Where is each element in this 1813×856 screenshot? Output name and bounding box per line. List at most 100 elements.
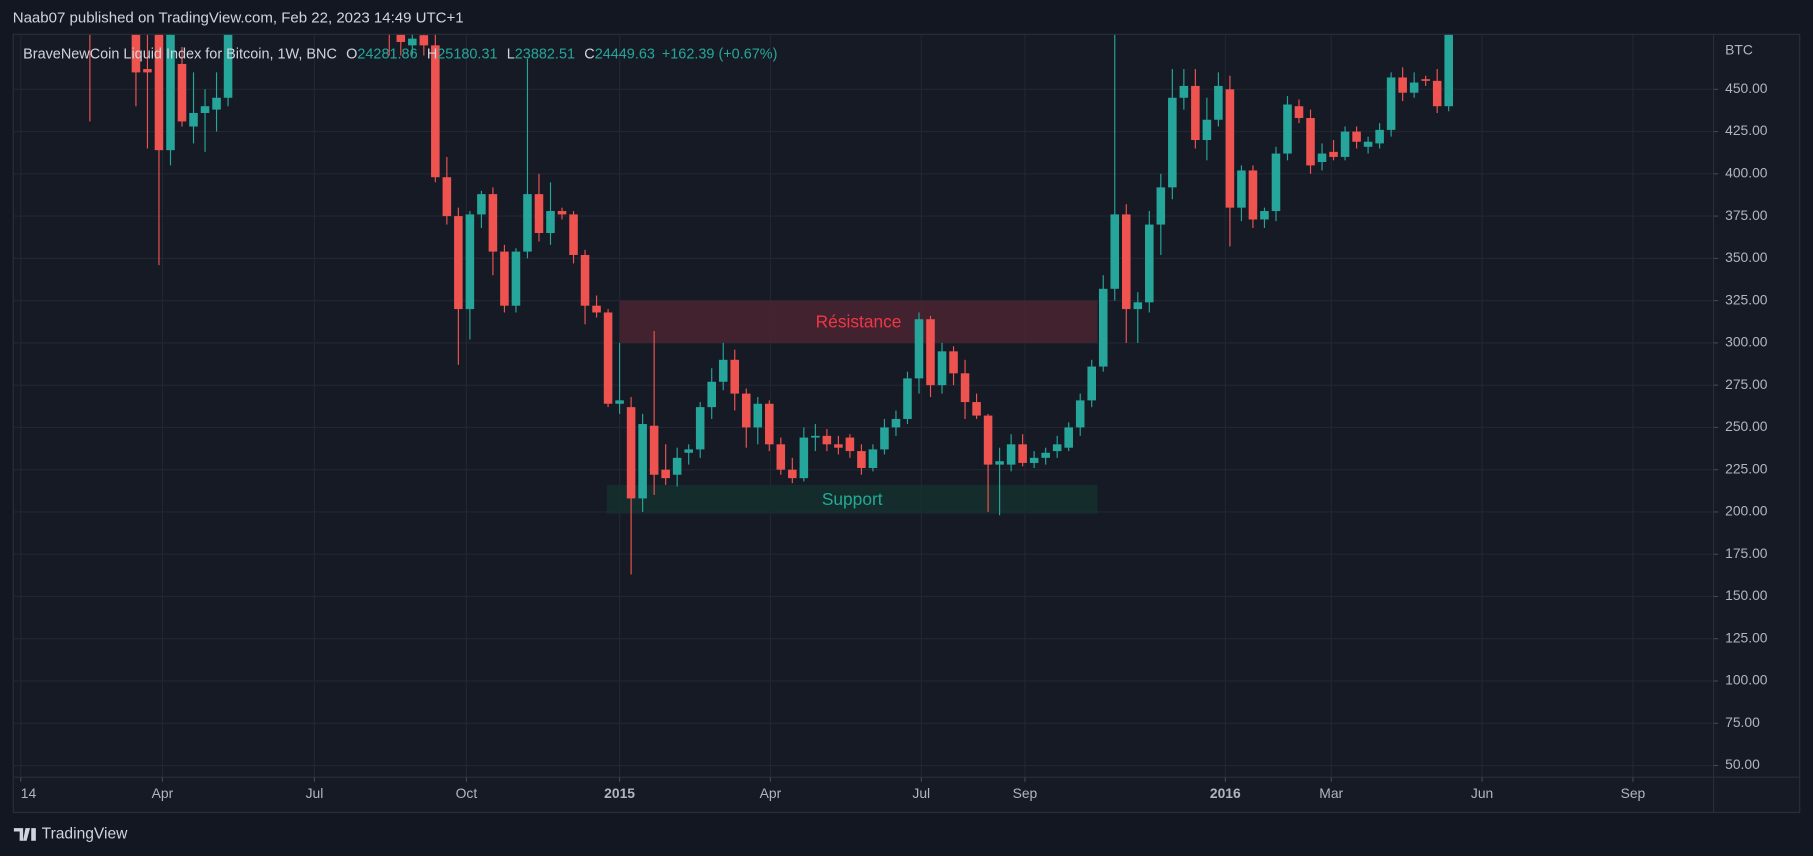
- x-tick-label: Sep: [1013, 785, 1038, 801]
- candle-body: [684, 449, 693, 453]
- ohlc-key: H: [427, 46, 437, 62]
- chart-frame: [12, 33, 1801, 814]
- candle-body: [1432, 80, 1442, 107]
- candle-body: [1340, 131, 1350, 157]
- y-tick-label: 150.00: [1725, 587, 1768, 603]
- candle-body: [1352, 131, 1361, 142]
- candle-body: [1248, 170, 1258, 220]
- candle-body: [1168, 97, 1177, 188]
- candle-body: [995, 461, 1004, 465]
- candle-body: [223, 34, 233, 98]
- ohlc-key: L: [507, 46, 515, 62]
- candle-body: [1087, 366, 1097, 401]
- candle-body: [949, 351, 958, 374]
- candle-body: [154, 34, 164, 151]
- ohlc-value: 23882.51: [515, 46, 575, 62]
- brand-name: TradingView: [42, 826, 129, 843]
- y-tick-label: 425.00: [1725, 122, 1768, 138]
- candle-body: [523, 194, 532, 252]
- candle-body: [891, 418, 901, 428]
- y-tick-label: 300.00: [1725, 334, 1768, 350]
- candle-body: [1064, 427, 1073, 448]
- candle-body: [937, 351, 947, 386]
- x-tick-label: Apr: [152, 785, 174, 801]
- candle-body: [592, 305, 601, 313]
- candle-body: [799, 437, 809, 479]
- candle-body: [1145, 224, 1154, 303]
- brand-logo: [13, 828, 36, 841]
- y-tick-label: 125.00: [1725, 629, 1768, 645]
- candle-body: [603, 312, 613, 404]
- candle-body: [1283, 104, 1292, 154]
- candle-body: [741, 393, 751, 428]
- candle-body: [557, 211, 567, 215]
- y-tick-label: 100.00: [1725, 672, 1768, 688]
- candle-body: [1375, 129, 1384, 144]
- candle-body: [661, 469, 670, 479]
- y-tick-label: 175.00: [1725, 545, 1768, 561]
- candle-body: [718, 359, 728, 382]
- candle-body: [776, 444, 786, 470]
- candle-body: [189, 112, 198, 127]
- change: +162.39 (+0.67%): [662, 46, 778, 62]
- candle-body: [638, 424, 647, 499]
- candle-body: [534, 194, 544, 234]
- x-tick-label: Jul: [306, 785, 324, 801]
- y-tick-label: 450.00: [1725, 80, 1768, 96]
- ohlc-value: 24281.86: [357, 46, 417, 62]
- candle-body: [166, 34, 175, 151]
- candle-body: [1018, 444, 1027, 463]
- y-tick-label: 50.00: [1725, 756, 1760, 772]
- candle-body: [834, 444, 843, 448]
- x-tick-label: Apr: [760, 785, 782, 801]
- y-tick-label: 375.00: [1725, 207, 1768, 223]
- candle-body: [396, 34, 406, 42]
- candle-body: [1156, 187, 1166, 225]
- candle-body: [511, 251, 521, 306]
- candle-body: [1398, 77, 1407, 93]
- candle-body: [1317, 153, 1327, 163]
- candle-body: [1225, 89, 1235, 208]
- candle-body: [1409, 82, 1419, 93]
- candle-body: [442, 177, 452, 217]
- ohlc-key: C: [584, 46, 594, 62]
- candle-body: [431, 45, 440, 178]
- candle-body: [1098, 288, 1108, 367]
- candle-body: [1041, 452, 1050, 458]
- x-tick-label: Jul: [912, 785, 930, 801]
- candle-body: [1110, 214, 1120, 289]
- candle-body: [408, 38, 417, 46]
- candle-body: [857, 451, 866, 468]
- publish-info: Naab07 published on TradingView.com, Feb…: [13, 10, 464, 27]
- y-tick-label: 75.00: [1725, 714, 1760, 730]
- candle-body: [177, 63, 187, 122]
- candle-body: [649, 425, 659, 475]
- candle-body: [753, 403, 763, 428]
- x-tick-label: 2015: [604, 785, 635, 801]
- candle-body: [1075, 400, 1085, 428]
- candle-body: [672, 457, 682, 475]
- candle-body: [546, 211, 555, 234]
- candle-body: [615, 400, 624, 404]
- candle-body: [1029, 457, 1039, 463]
- candle-body: [765, 403, 774, 445]
- candle-body: [730, 359, 740, 394]
- x-tick-label: 14: [21, 785, 37, 801]
- candle-body: [960, 373, 970, 403]
- candle-body: [788, 469, 797, 479]
- candle-body: [845, 437, 855, 452]
- zone: [619, 300, 1098, 343]
- candle-body: [454, 216, 463, 310]
- candle-body: [707, 381, 716, 408]
- candle-body: [1271, 153, 1281, 212]
- candle-body: [1444, 34, 1453, 107]
- candle-body: [465, 214, 475, 310]
- candle-body: [477, 194, 486, 215]
- x-tick-label: 2016: [1210, 785, 1241, 801]
- ohlc-value: 25180.31: [437, 46, 497, 62]
- candle-body: [1421, 79, 1430, 81]
- candle-body: [1121, 214, 1131, 310]
- candle-body: [1214, 85, 1223, 120]
- y-tick-label: 400.00: [1725, 164, 1768, 180]
